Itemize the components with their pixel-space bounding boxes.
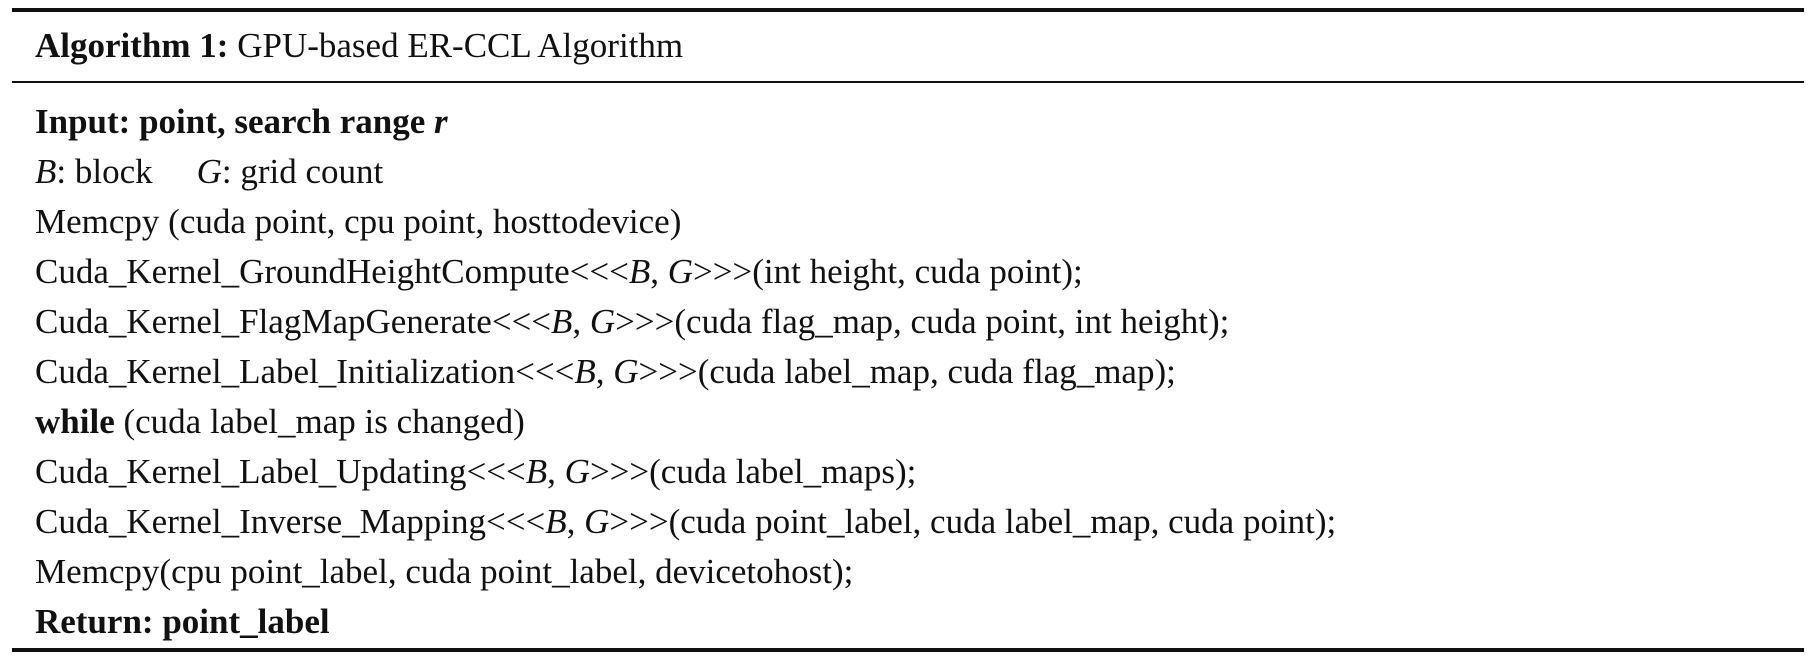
kernel-g: G	[564, 452, 590, 491]
kernel-line: Cuda_Kernel_GroundHeightCompute<<<B, G>>…	[35, 247, 1795, 297]
kernel-line: Cuda_Kernel_FlagMapGenerate<<<B, G>>>(cu…	[35, 297, 1795, 347]
kernel-sep: ,	[595, 352, 614, 391]
return-keyword: Return:	[35, 602, 154, 641]
input-var: r	[433, 102, 448, 141]
kernel-args: >>>(cuda point_label, cuda label_map, cu…	[609, 502, 1337, 541]
kernel-b: B	[628, 252, 651, 291]
kernel-line: Cuda_Kernel_Label_Initialization<<<B, G>…	[35, 347, 1795, 397]
algorithm-label: Algorithm 1:	[35, 26, 229, 65]
kernel-args: >>>(cuda flag_map, cuda point, int heigh…	[615, 302, 1230, 341]
kernel-g: G	[667, 252, 694, 291]
memcpy-out-line: Memcpy(cpu point_label, cuda point_label…	[35, 552, 854, 591]
kernel-name: Cuda_Kernel_FlagMapGenerate<<<	[35, 302, 551, 341]
kernel-sep: ,	[650, 252, 668, 291]
input-keyword: Input:	[35, 102, 131, 141]
memcpy-in-line: Memcpy (cuda point, cpu point, hosttodev…	[35, 202, 682, 241]
kernel-b: B	[574, 352, 596, 391]
kernel-sep: ,	[547, 452, 565, 491]
kernel-name: Cuda_Kernel_GroundHeightCompute<<<	[35, 252, 629, 291]
kernel-g: G	[613, 352, 639, 391]
return-line: Return: point_label	[35, 597, 1795, 647]
kernel-b: B	[545, 502, 567, 541]
algorithm-box: Algorithm 1: GPU-based ER-CCL Algorithm …	[12, 8, 1804, 653]
kernel-args: >>>(cuda label_map, cuda flag_map);	[638, 352, 1176, 391]
kernel-line: Cuda_Kernel_Label_Updating<<<B, G>>>(cud…	[35, 447, 1795, 497]
while-condition: (cuda label_map is changed)	[114, 402, 525, 441]
return-text: point_label	[153, 602, 330, 641]
kernel-name: Cuda_Kernel_Inverse_Mapping<<<	[35, 502, 546, 541]
kernel-name: Cuda_Kernel_Label_Initialization<<<	[35, 352, 575, 391]
while-keyword: while	[35, 402, 115, 441]
while-line: while (cuda label_map is changed)	[35, 397, 1795, 447]
param-g-text: : grid count	[221, 152, 384, 191]
algorithm-title: GPU-based ER-CCL Algorithm	[237, 26, 684, 65]
bottom-rule	[12, 648, 1804, 652]
kernel-sep: ,	[572, 302, 590, 341]
kernel-args: >>>(int height, cuda point);	[693, 252, 1083, 291]
kernel-b: B	[525, 452, 548, 491]
params-line: B: block G: grid count	[35, 147, 1795, 197]
kernel-sep: ,	[566, 502, 585, 541]
caption-rule	[12, 81, 1804, 83]
algorithm-caption: Algorithm 1: GPU-based ER-CCL Algorithm	[35, 24, 683, 68]
param-g-var: G	[196, 152, 222, 191]
top-rule	[12, 8, 1804, 12]
kernel-g: G	[589, 302, 616, 341]
param-b-var: B	[35, 152, 57, 191]
kernel-args: >>>(cuda label_maps);	[589, 452, 917, 491]
algorithm-body: Input: point, search range r B: block G: …	[35, 97, 1795, 647]
input-line: Input: point, search range r	[35, 97, 1795, 147]
kernel-b: B	[551, 302, 573, 341]
param-b-text: : block	[56, 152, 153, 191]
kernel-name: Cuda_Kernel_Label_Updating<<<	[35, 452, 526, 491]
kernel-line: Cuda_Kernel_Inverse_Mapping<<<B, G>>>(cu…	[35, 497, 1795, 547]
kernel-g: G	[584, 502, 610, 541]
input-text: point, search range	[139, 102, 434, 141]
